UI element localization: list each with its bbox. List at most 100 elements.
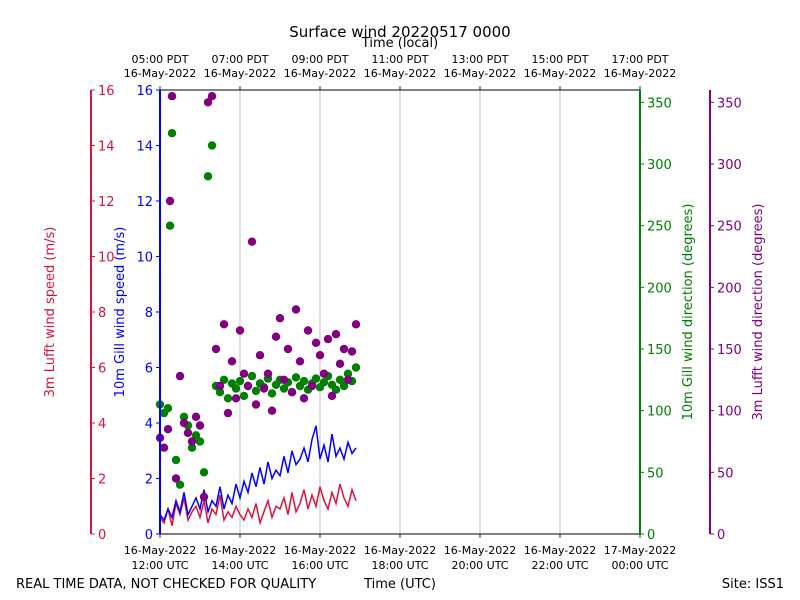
y-tick-label: 150: [717, 343, 742, 358]
3m-lufft-wind-direction-point: [335, 359, 345, 368]
3m-lufft-wind-direction-point: [351, 320, 361, 329]
y-tick-label: 16: [136, 84, 153, 99]
x-tick-date: 16-May-2022: [444, 544, 516, 557]
x-tick-time: 00:00 UTC: [611, 559, 668, 572]
3m-lufft-wind-direction-point: [267, 406, 277, 415]
y-tick-label: 100: [647, 405, 672, 420]
3m-lufft-wind-speed-line: [159, 483, 357, 526]
3m-lufft-wind-direction-point: [279, 375, 289, 384]
3m-lufft-wind-direction-point: [347, 347, 357, 356]
top-tick-date: 16-May-2022: [524, 67, 596, 80]
10m-gill-wind-direction-point: [203, 172, 213, 181]
10m-gill-wind-direction-point: [335, 375, 345, 384]
top-tick-time: 07:00 PDT: [211, 53, 268, 66]
top-tick-date: 16-May-2022: [284, 67, 356, 80]
3m-lufft-wind-direction-point: [239, 369, 249, 378]
3m-lufft-wind-direction-point: [311, 338, 321, 347]
3m-lufft-wind-direction-point: [283, 344, 293, 354]
y-tick-label: 150: [647, 343, 672, 358]
10m-gill-wind-direction-point: [231, 384, 241, 393]
3m-lufft-wind-direction-point: [159, 443, 169, 452]
10m-gill-wind-direction-point: [223, 394, 233, 403]
x-tick-time: 18:00 UTC: [371, 559, 428, 572]
top-tick-date: 16-May-2022: [124, 67, 196, 80]
3m-lufft-wind-direction-point: [223, 408, 233, 418]
3m-lufft-wind-direction-point: [275, 314, 285, 323]
3m-lufft-wind-direction-point: [211, 344, 221, 354]
10m-gill-wind-direction-point: [175, 480, 185, 489]
10m-gill-wind-direction-point: [165, 221, 175, 230]
y-tick-label: 4: [98, 417, 106, 432]
10m-gill-wind-direction-point: [279, 384, 289, 393]
y-tick-label: 12: [136, 195, 153, 210]
10m-gill-wind-direction-point: [247, 371, 257, 381]
10m-gill-wind-direction-point: [163, 404, 173, 413]
quality-warning: REAL TIME DATA, NOT CHECKED FOR QUALITY: [16, 577, 316, 592]
10m-gill-wind-direction-point: [331, 385, 341, 394]
top-tick-time: 13:00 PDT: [451, 53, 508, 66]
top-tick-date: 16-May-2022: [364, 67, 436, 80]
x-ticks: 16-May-2022 12:00 UTC 16-May-2022 14:00 UTC…: [124, 53, 676, 572]
y-tick-label: 14: [98, 140, 115, 155]
axes: 0 2 4 6 8 10 12 14 16 3m Lufft wind speed (m/s) 0 2…: [43, 84, 766, 543]
x-tick-date: 16-May-2022: [524, 544, 596, 557]
10m-gill-wind-direction-point: [311, 374, 321, 383]
10m-gill-wind-direction-point: [343, 369, 353, 378]
3m-lufft-wind-direction-point: [271, 332, 281, 341]
10m-gill-wind-direction-point: [187, 443, 197, 452]
3m-lufft-wind-direction-point: [231, 394, 241, 403]
x-tick-date: 16-May-2022: [284, 544, 356, 557]
3m-lufft-wind-direction-point: [331, 330, 341, 339]
3m-lufft-wind-direction-point: [235, 326, 245, 335]
x-tick-time: 12:00 UTC: [131, 559, 188, 572]
3m-lufft-wind-direction-point: [219, 320, 229, 329]
3m-lufft-wind-direction-point: [227, 357, 237, 366]
3m-lufft-wind-direction-point: [259, 384, 269, 393]
y-tick-label: 350: [717, 96, 742, 111]
3m-lufft-wind-direction-point: [247, 237, 257, 246]
3m-lufft-wind-direction-point: [175, 371, 185, 381]
3m-lufft-wind-direction-point: [251, 400, 261, 409]
x-tick-date: 16-May-2022: [124, 544, 196, 557]
y-tick-label: 2: [145, 473, 153, 488]
site-label: Site: ISS1: [722, 577, 784, 592]
y-tick-label: 350: [647, 96, 672, 111]
3m-lufft-wind-direction-point: [291, 305, 301, 314]
top-tick-time: 05:00 PDT: [131, 53, 188, 66]
y-tick-label: 50: [647, 466, 664, 481]
3m-lufft-wind-direction-point: [187, 437, 197, 446]
y-tick-label: 0: [717, 528, 725, 543]
y-tick-label: 100: [717, 405, 742, 420]
top-tick-time: 09:00 PDT: [291, 53, 348, 66]
3m-lufft-wind-direction-point: [299, 394, 309, 403]
top-tick-time: 15:00 PDT: [531, 53, 588, 66]
10m-gill-wind-direction-point: [339, 381, 349, 391]
top-tick-date: 16-May-2022: [204, 67, 276, 80]
3m-lufft-wind-direction-point: [199, 492, 209, 502]
3m-lufft-wind-direction-point: [195, 421, 205, 430]
10m-gill-wind-direction-point: [195, 437, 205, 446]
3m-lufft-wind-direction-point: [203, 98, 213, 107]
top-axis-label: Time (local): [361, 36, 438, 51]
y-tick-label: 0: [647, 528, 655, 543]
chart-title: Surface wind 20220517 0000: [289, 23, 510, 41]
x-axis-label: Time (UTC): [363, 577, 436, 592]
10m-gill-wind-direction-point: [291, 373, 301, 382]
y-tick-label: 14: [136, 140, 153, 155]
3m-lufft-wind-direction-point: [315, 351, 325, 360]
vertical-gridlines: [239, 90, 561, 534]
10m-gill-wind-direction-point: [235, 376, 245, 386]
3m-lufft-wind-direction-point: [167, 92, 177, 101]
direction-series: [155, 92, 361, 502]
x-tick-time: 20:00 UTC: [451, 559, 508, 572]
3m-lufft-wind-direction-point: [255, 351, 265, 360]
10m-gill-wind-direction-point: [199, 468, 209, 477]
lufft-dir-axis-label: 3m Lufft wind direction (degrees): [751, 204, 766, 421]
10m-gill-wind-direction-point: [167, 129, 177, 138]
y-tick-label: 12: [98, 195, 115, 210]
y-tick-label: 0: [145, 528, 153, 543]
3m-lufft-wind-direction-point: [307, 381, 317, 391]
y-tick-label: 8: [98, 306, 106, 321]
3m-lufft-wind-direction-point: [165, 196, 175, 206]
y-tick-label: 6: [145, 362, 153, 377]
